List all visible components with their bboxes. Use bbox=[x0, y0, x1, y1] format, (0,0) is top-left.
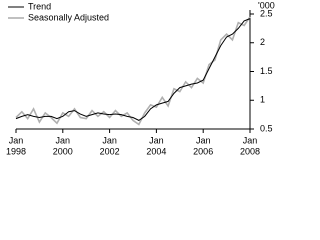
series-line bbox=[15, 18, 251, 121]
y-tick-label: 2.5 bbox=[260, 8, 273, 18]
x-tick-label: 2000 bbox=[53, 146, 73, 156]
x-tick-label: Jan bbox=[149, 135, 164, 145]
x-tick-label: 2004 bbox=[146, 146, 166, 156]
x-tick-label: Jan bbox=[56, 135, 71, 145]
y-tick-label: 1 bbox=[260, 95, 265, 105]
y-unit: '000 bbox=[258, 0, 275, 10]
x-tick-label: Jan bbox=[102, 135, 117, 145]
y-tick-label: 0.5 bbox=[260, 123, 273, 133]
page: '000 0.5 1 1.5 2 2.5 Jan 1998 Jan 2000 Jan 2002 Jan… bbox=[5, 0, 275, 157]
x-tick-label: Jan bbox=[196, 135, 211, 145]
x-tick-label: 2006 bbox=[193, 146, 213, 156]
legend-label: Seasonally Adjusted bbox=[28, 12, 109, 22]
y-tick-label: 2 bbox=[260, 37, 265, 47]
series-line bbox=[15, 16, 251, 126]
x-tick-label: 2008 bbox=[240, 146, 260, 156]
legend-label: Trend bbox=[28, 1, 51, 11]
x-tick-label: 2002 bbox=[100, 146, 120, 156]
x-tick-label: 1998 bbox=[6, 146, 26, 156]
chart: '000 0.511.522.5Jan1998Jan2000Jan2002Jan… bbox=[6, 0, 275, 156]
x-tick-label: Jan bbox=[9, 135, 24, 145]
x-tick-label: Jan bbox=[243, 135, 258, 145]
y-tick-label: 1.5 bbox=[260, 66, 273, 76]
